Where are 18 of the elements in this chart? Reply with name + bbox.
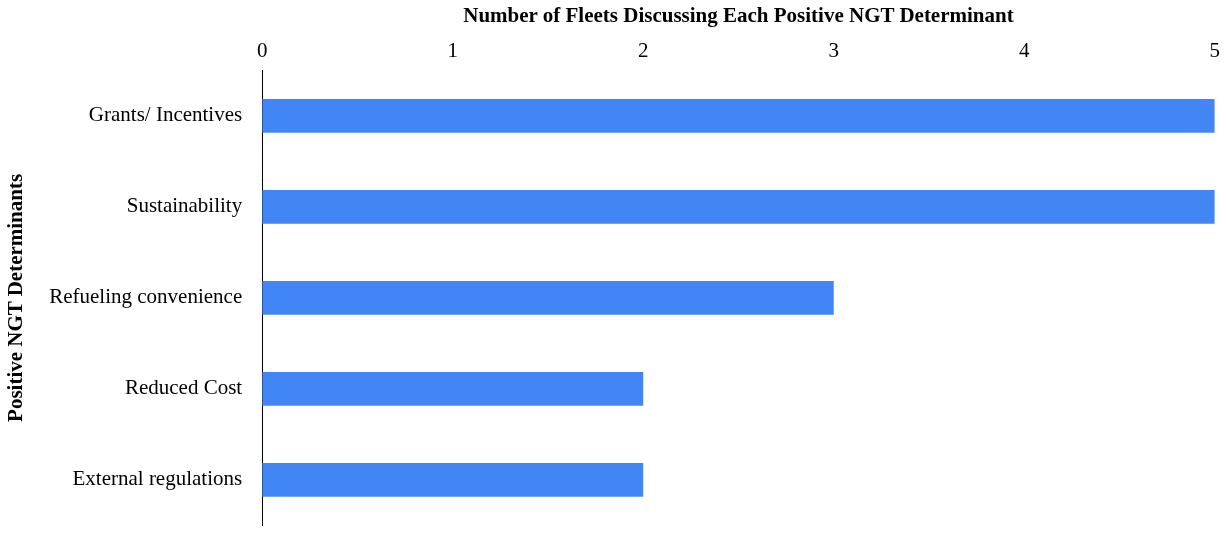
x-tick-label: 1 <box>447 38 458 63</box>
y-tick-label: Sustainability <box>126 193 243 218</box>
x-tick-label: 0 <box>256 38 268 63</box>
y-tick-label: Refueling convenience <box>49 284 243 309</box>
bar <box>262 463 644 497</box>
x-tick-label: 2 <box>637 38 649 63</box>
bar <box>262 281 834 315</box>
x-axis-title: Number of Fleets Discussing Each Positive NGT Determinant <box>463 3 1014 28</box>
y-tick-label: Grants/ Incentives <box>88 102 243 127</box>
x-tick-label: 4 <box>1018 38 1030 63</box>
y-axis-title: Positive NGT Determinants <box>3 173 28 422</box>
x-tick-label: 5 <box>1209 38 1220 63</box>
bar <box>262 99 1215 133</box>
bar <box>262 190 1215 224</box>
bar <box>262 372 644 406</box>
x-tick-label: 3 <box>828 38 839 63</box>
y-tick-label: External regulations <box>72 466 243 491</box>
y-tick-label: Reduced Cost <box>124 375 243 400</box>
